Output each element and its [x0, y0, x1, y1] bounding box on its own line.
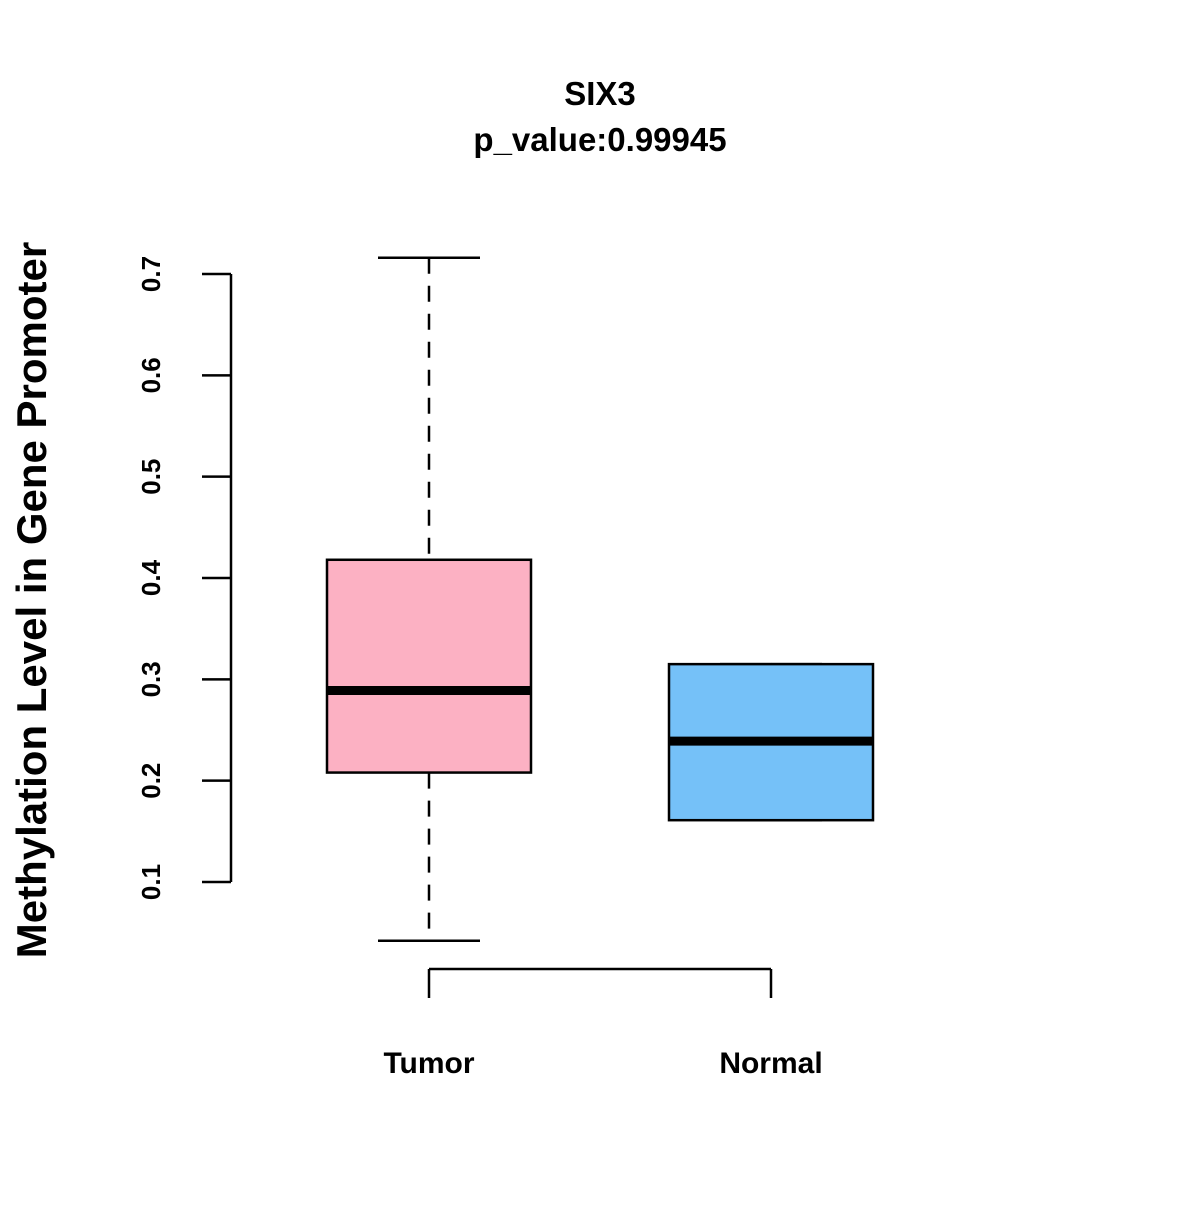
boxes	[325, 256, 875, 943]
x-tick-label: Normal	[719, 1047, 822, 1080]
chart-title: SIX3	[564, 75, 636, 112]
y-tick-label: 0.6	[136, 357, 166, 393]
y-tick-label: 0.4	[136, 559, 166, 596]
y-tick-label: 0.5	[136, 459, 166, 495]
box-iqr	[325, 558, 533, 774]
chart-subtitle: p_value:0.99945	[473, 121, 726, 158]
y-axis-label: Methylation Level in Gene Promoter	[8, 242, 55, 958]
box-tumor	[325, 256, 533, 943]
y-tick-label: 0.3	[136, 661, 166, 697]
y-tick-label: 0.7	[136, 256, 166, 292]
y-tick-label: 0.1	[136, 864, 166, 900]
x-tick-label: Tumor	[383, 1047, 474, 1080]
x-axis: Tumor Normal	[383, 967, 823, 1080]
y-tick-label: 0.2	[136, 763, 166, 799]
box-normal	[667, 662, 875, 822]
y-axis: 0.1 0.2 0.3 0.4 0.5 0.6 0.7	[136, 256, 233, 900]
